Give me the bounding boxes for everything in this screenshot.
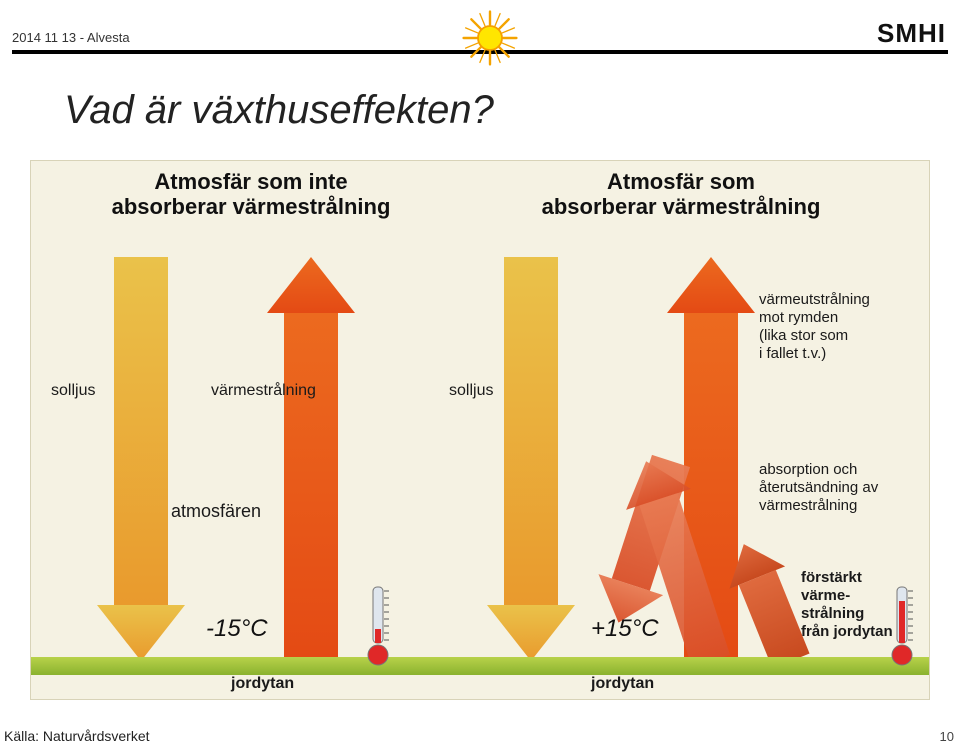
left-solljus-label: solljus bbox=[51, 381, 95, 400]
right-varmeutstralning-label: värmeutstrålning mot rymden (lika stor s… bbox=[759, 291, 870, 363]
header-meta: 2014 11 13 - Alvesta bbox=[12, 30, 130, 45]
atmosfaren-label: atmosfären bbox=[171, 501, 261, 522]
left-jordytan-label: jordytan bbox=[231, 675, 294, 693]
right-jordytan-label: jordytan bbox=[591, 675, 654, 693]
logo: SMHI bbox=[877, 18, 946, 49]
greenhouse-diagram: Atmosfär som inte absorberar värmestråln… bbox=[30, 160, 930, 700]
left-varmestralning-label: värmestrålning bbox=[211, 381, 316, 400]
reinforced-label: förstärkt värme- strålning från jordytan bbox=[801, 569, 893, 641]
right-column-title: Atmosfär som absorberar värmestrålning bbox=[501, 169, 861, 220]
page-title: Vad är växthuseffekten? bbox=[64, 88, 494, 133]
left-thermometer-icon bbox=[363, 583, 393, 669]
left-temperature: -15°C bbox=[206, 615, 268, 643]
right-temperature: +15°C bbox=[591, 615, 659, 643]
ground-strip bbox=[31, 657, 929, 675]
sun-icon bbox=[460, 8, 520, 68]
left-column-title: Atmosfär som inte absorberar värmestråln… bbox=[71, 169, 431, 220]
absorption-label: absorption och återutsändning av värmest… bbox=[759, 461, 878, 515]
source-citation: Källa: Naturvårdsverket bbox=[4, 728, 150, 744]
right-thermometer-icon bbox=[887, 583, 917, 669]
right-solljus-label: solljus bbox=[449, 381, 493, 400]
page-number: 10 bbox=[940, 729, 954, 744]
